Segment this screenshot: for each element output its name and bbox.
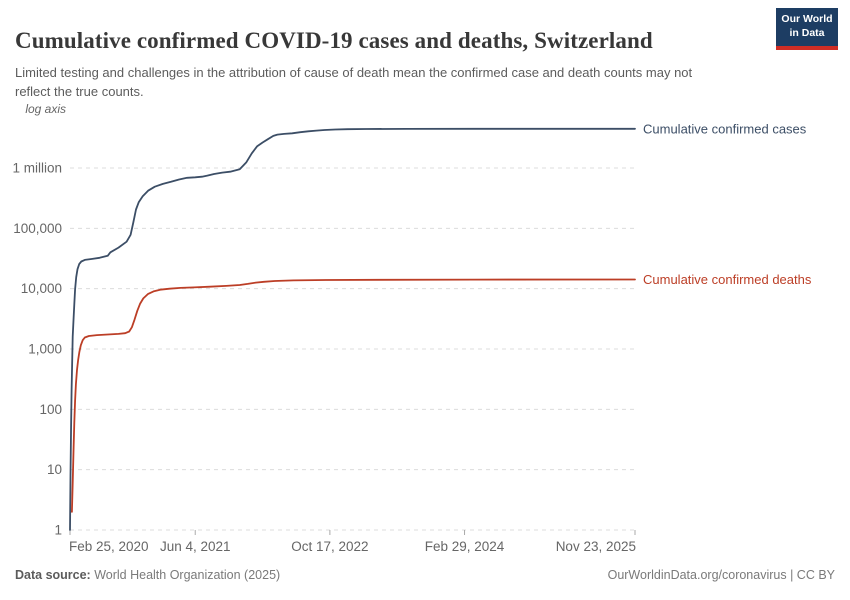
datasource-label: Data source: xyxy=(15,568,91,582)
y-axis-tick-label: 100 xyxy=(39,402,62,417)
chart-title: Cumulative confirmed COVID-19 cases and … xyxy=(15,28,653,54)
footer-credit: OurWorldinData.org/coronavirus | CC BY xyxy=(607,568,835,582)
chart-footer: Data source: World Health Organization (… xyxy=(15,568,835,582)
owid-logo-line1: Our World xyxy=(781,13,833,26)
x-axis-tick-label: Jun 4, 2021 xyxy=(160,539,231,554)
x-axis-tick-label: Feb 29, 2024 xyxy=(425,539,505,554)
x-axis-tick-label: Nov 23, 2025 xyxy=(556,539,636,554)
datasource-value: World Health Organization (2025) xyxy=(90,568,281,582)
x-axis-tick-label: Oct 17, 2022 xyxy=(291,539,368,554)
log-axis-note: log axis xyxy=(25,102,66,116)
y-axis-tick-label: 1,000 xyxy=(28,342,62,357)
y-axis-tick-label: 10,000 xyxy=(21,281,62,296)
x-axis-tick-label: Feb 25, 2020 xyxy=(69,539,149,554)
footer-datasource: Data source: World Health Organization (… xyxy=(15,568,280,582)
y-axis-tick-label: 1 million xyxy=(12,161,62,176)
y-axis-tick-label: 100,000 xyxy=(13,221,62,236)
series-label-cases: Cumulative confirmed cases xyxy=(643,121,807,136)
deaths-line[interactable] xyxy=(71,278,636,513)
y-axis-tick-label: 10 xyxy=(47,462,62,477)
owid-logo-line2: in Data xyxy=(789,27,825,39)
chart-subtitle: Limited testing and challenges in the at… xyxy=(15,65,693,99)
series-label-deaths: Cumulative confirmed deaths xyxy=(643,272,812,287)
owid-logo[interactable]: Our World in Data xyxy=(776,8,838,50)
cases-line[interactable] xyxy=(69,127,636,531)
y-axis-tick-label: 1 xyxy=(54,523,62,538)
